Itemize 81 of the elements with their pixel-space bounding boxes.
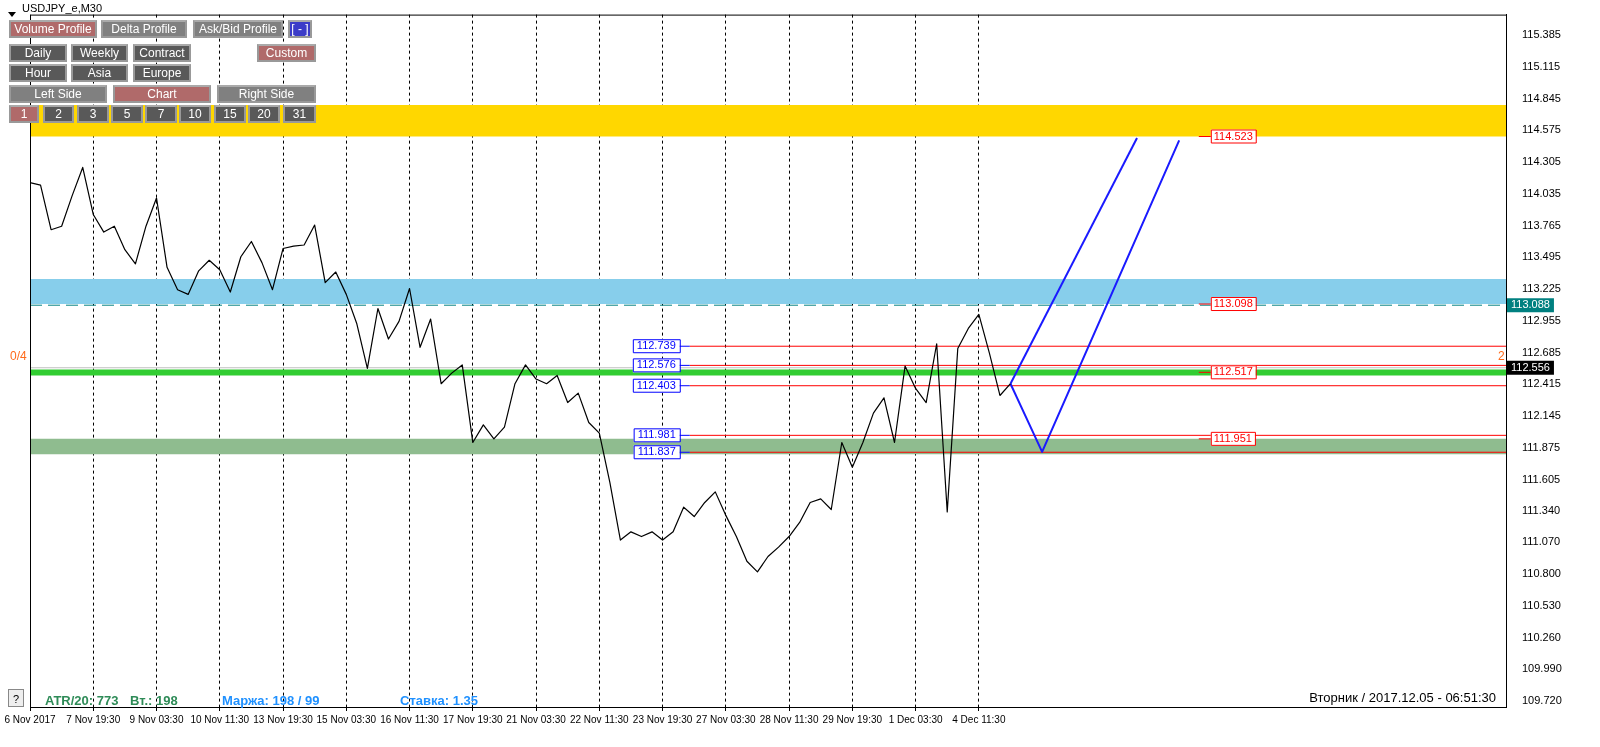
- ref-line-label: 112.576: [636, 358, 676, 371]
- ref-line-label: 111.837: [637, 445, 676, 458]
- annotation: Маржа: 198 / 99: [222, 693, 320, 708]
- x-tick-label: 10 Nov 11:30: [190, 713, 250, 725]
- y-tick-label: 115.385: [1522, 28, 1561, 41]
- button: Europe: [133, 64, 191, 82]
- y-tick-label: 114.845: [1522, 91, 1561, 104]
- button: 15: [214, 105, 246, 123]
- button: Right Side: [217, 85, 316, 103]
- x-tick-label: 22 Nov 11:30: [569, 713, 630, 725]
- y-tick-label: 109.720: [1522, 694, 1562, 707]
- y-tick-label: 114.575: [1522, 123, 1561, 136]
- x-tick-label: 21 Nov 03:30: [506, 713, 567, 725]
- button: 2: [43, 105, 74, 123]
- button: 1: [9, 105, 39, 123]
- y-tick-label: 113.765: [1522, 218, 1561, 231]
- button: Ask/Bid Profile: [193, 20, 283, 38]
- button: 20: [248, 105, 280, 123]
- x-tick-label: 17 Nov 19:30: [443, 713, 503, 725]
- y-tick-label: 110.530: [1522, 598, 1561, 611]
- x-tick-label: 15 Nov 03:30: [316, 713, 377, 725]
- button: Left Side: [9, 85, 107, 103]
- annotation: 114.523: [1213, 129, 1253, 142]
- button: 10: [179, 105, 211, 123]
- button: Hour: [9, 64, 67, 82]
- ref-line-label: 112.403: [636, 378, 676, 391]
- button: 5: [111, 105, 143, 123]
- y-tick-label: 111.070: [1522, 535, 1561, 548]
- button: Volume Profile: [9, 20, 97, 38]
- y-tick-label: 111.875: [1522, 440, 1561, 453]
- button: 3: [77, 105, 109, 123]
- annotation: 113.098: [1213, 297, 1253, 310]
- y-tick-label: 113.495: [1522, 250, 1561, 263]
- annotation: 112.517: [1213, 365, 1253, 378]
- ref-line-label: 112.739: [636, 339, 676, 352]
- annotation: 111.951: [1213, 431, 1252, 444]
- y-tick-label: 113.225: [1522, 282, 1561, 295]
- y-tick-label: 115.115: [1522, 59, 1561, 72]
- y-tick-label: 109.990: [1522, 662, 1562, 675]
- text: ?: [8, 689, 24, 707]
- x-tick-label: 9 Nov 03:30: [129, 713, 184, 725]
- annotation: Вт.: 198: [130, 693, 178, 708]
- text: 0/4: [10, 349, 27, 363]
- ref-line-label: 113.088: [1511, 298, 1550, 311]
- annotation: Вторник / 2017.12.05 - 06:51:30: [1309, 690, 1496, 705]
- x-tick-label: 23 Nov 19:30: [632, 713, 693, 725]
- button: Chart: [113, 85, 211, 103]
- ref-line-label: 111.981: [637, 428, 676, 441]
- x-tick-label: 27 Nov 03:30: [696, 713, 756, 725]
- button: Daily: [9, 44, 67, 62]
- button: 31: [283, 105, 316, 123]
- annotation: Ставка: 1.35: [400, 693, 478, 708]
- y-tick-label: 111.605: [1522, 472, 1561, 485]
- button: 7: [145, 105, 177, 123]
- x-tick-label: 6 Nov 2017: [4, 713, 57, 725]
- chart-title: USDJPY_e,M30: [20, 2, 105, 14]
- x-tick-label: 1 Dec 03:30: [888, 713, 943, 725]
- y-tick-label: 112.415: [1522, 377, 1561, 390]
- annotation: 2: [1498, 349, 1505, 363]
- y-tick-label: 112.685: [1522, 345, 1561, 358]
- y-tick-label: 114.305: [1522, 155, 1561, 168]
- y-tick-label: 110.260: [1522, 630, 1561, 643]
- x-tick-label: 16 Nov 11:30: [380, 713, 440, 725]
- x-tick-label: 7 Nov 19:30: [66, 713, 121, 725]
- button: Asia: [71, 64, 128, 82]
- y-tick-label: 112.955: [1522, 313, 1561, 326]
- button: Delta Profile: [101, 20, 187, 38]
- button: [ - ]: [288, 20, 312, 38]
- x-tick-label: 29 Nov 19:30: [822, 713, 883, 725]
- y-tick-label: 112.145: [1522, 409, 1561, 422]
- button: Custom: [257, 44, 316, 62]
- x-tick-label: 4 Dec 11:30: [952, 713, 1006, 725]
- y-tick-label: 110.800: [1522, 567, 1561, 580]
- button: Contract: [133, 44, 191, 62]
- y-tick-label: 114.035: [1522, 186, 1561, 199]
- button: Weekly: [71, 44, 128, 62]
- x-tick-label: 28 Nov 11:30: [759, 713, 819, 725]
- x-tick-label: 13 Nov 19:30: [253, 713, 314, 725]
- y-tick-label: 111.340: [1522, 503, 1561, 516]
- ref-line-label: 112.556: [1511, 360, 1550, 373]
- annotation: ATR/20: 773: [45, 693, 119, 708]
